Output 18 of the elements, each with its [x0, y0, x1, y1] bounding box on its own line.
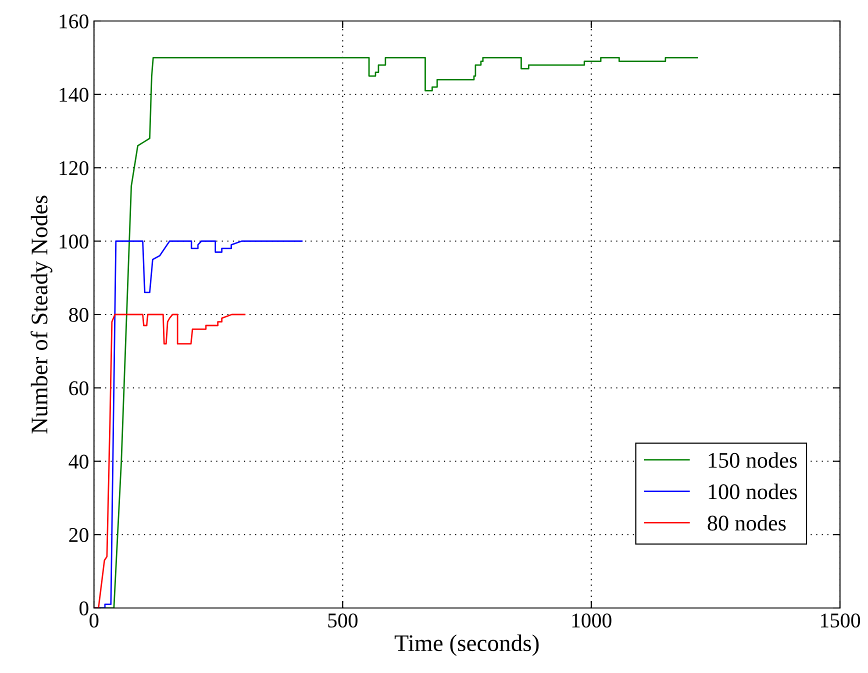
y-tick-label: 100: [60, 234, 88, 249]
y-tick-label: 80: [69, 308, 88, 322]
y-tick-label: 40: [68, 454, 88, 469]
y-tick-label: 60: [69, 381, 88, 396]
x-tick-label: 1500: [821, 613, 860, 628]
legend-label: 80 nodes: [708, 515, 786, 531]
y-tick-label: 120: [60, 161, 88, 176]
legend-label: 100 nodes: [708, 484, 797, 500]
x-tick-label: 1000: [572, 613, 612, 628]
x-tick-label: 500: [328, 613, 358, 628]
y-tick-label: 160: [60, 14, 88, 28]
x-tick-label: 0: [90, 613, 98, 628]
y-axis-title: Number of Steady Nodes: [30, 196, 52, 434]
y-tick-label: 20: [69, 528, 88, 542]
x-axis-title: Time (seconds): [394, 634, 539, 656]
y-tick-label: 140: [60, 88, 88, 102]
legend-label: 150 nodes: [708, 452, 797, 468]
y-tick-label: 0: [80, 601, 88, 616]
